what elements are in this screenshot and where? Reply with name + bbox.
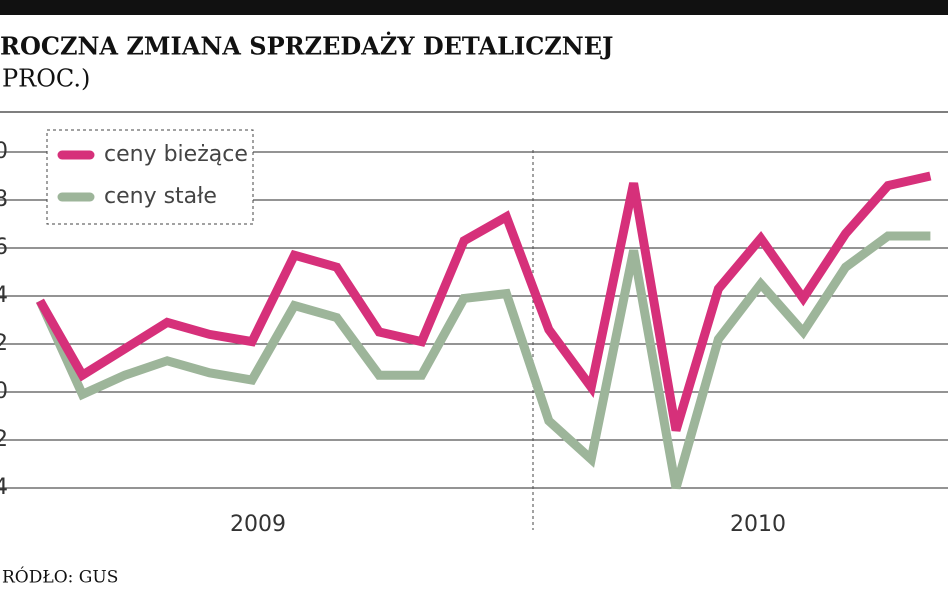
year-label: 2010 (730, 512, 786, 537)
series-line (35, 231, 931, 490)
y-tick-label: -4 (0, 475, 8, 500)
series-line (36, 171, 932, 432)
source: RÓDŁO: GUS (2, 567, 118, 588)
legend-box (46, 129, 254, 225)
chart-subtitle: PROC.) (2, 65, 90, 93)
legend-label: ceny bieżące (104, 142, 248, 167)
legend-label: ceny stałe (104, 184, 217, 209)
y-tick-label: 4 (0, 283, 8, 308)
chart-title: ROCZNA ZMIANA SPRZEDAŻY DETALICZNEJ (0, 32, 613, 61)
y-tick-label: 0 (0, 379, 8, 404)
lines (35, 171, 932, 490)
year-label: 2009 (230, 512, 286, 537)
y-tick-label: 6 (0, 235, 8, 260)
y-tick-label: 10 (0, 139, 8, 164)
y-tick-label: 2 (0, 331, 8, 356)
top-bar (0, 0, 948, 15)
y-tick-label: 8 (0, 187, 8, 212)
y-tick-label: -2 (0, 427, 8, 452)
